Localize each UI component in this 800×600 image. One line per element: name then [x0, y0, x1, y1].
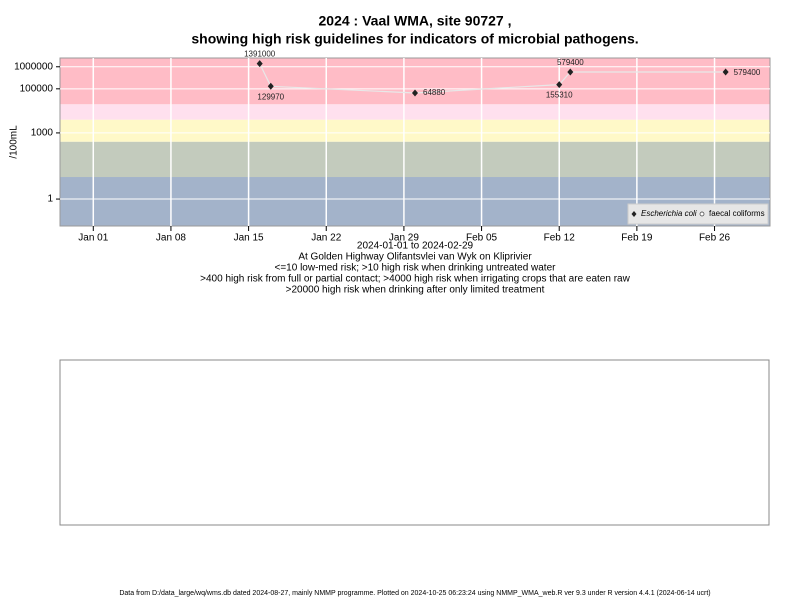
x-tick-label: Feb 12 [544, 233, 576, 244]
x-tick-label: Feb 26 [699, 233, 731, 244]
x-tick-label: Jan 29 [389, 233, 419, 244]
plot-frame [59, 57, 771, 227]
y-tick-label: 1000 [31, 128, 54, 139]
legend-marker [699, 211, 705, 217]
value-label: 155310 [546, 91, 573, 100]
legend-box [627, 203, 769, 225]
data-point [256, 60, 263, 68]
x-tick-label: Jan 15 [234, 233, 264, 244]
x-tick-label: Feb 19 [621, 233, 653, 244]
subtitle: <=10 low-med risk; >10 high risk when dr… [275, 263, 557, 274]
data-point [412, 89, 418, 97]
subtitle: At Golden Highway Olifantsvlei van Wyk o… [298, 252, 532, 263]
data-point [722, 68, 729, 76]
subtitle: >20000 high risk when drinking after onl… [286, 285, 545, 296]
value-label: 579400 [734, 68, 761, 77]
empty-panel [59, 359, 770, 526]
risk-band [60, 58, 770, 105]
risk-band [60, 141, 770, 178]
risk-band [60, 104, 770, 120]
chart-title: 2024 : Vaal WMA, site 90727 , [319, 13, 512, 29]
value-label: 129970 [257, 92, 284, 101]
value-label: 64880 [423, 88, 446, 97]
legend-marker [631, 211, 637, 217]
data-point [267, 82, 274, 90]
y-tick-label: 100000 [20, 83, 54, 94]
x-tick-label: Jan 22 [311, 233, 341, 244]
subtitle: >400 high risk from full or partial cont… [200, 274, 630, 285]
legend-label: faecal coliforms [709, 209, 765, 218]
x-tick-label: Feb 05 [466, 233, 498, 244]
subtitle: 2024-01-01 to 2024-02-29 [357, 241, 474, 252]
x-tick-label: Jan 08 [156, 233, 186, 244]
y-tick-label: 1000000 [14, 61, 53, 72]
x-tick-label: Jan 01 [78, 233, 108, 244]
y-axis-label: /100mL [9, 125, 20, 159]
value-label: 579400 [557, 58, 584, 67]
legend-label: Escherichia coli [641, 209, 697, 218]
chart-title: showing high risk guidelines for indicat… [191, 31, 638, 47]
data-point [556, 81, 563, 89]
y-tick-label: 1 [47, 194, 53, 205]
footer: Data from D:/data_large/wq/wms.db dated … [119, 590, 710, 597]
data-point [567, 68, 574, 76]
risk-band [60, 119, 770, 142]
value-label: 1391000 [244, 50, 276, 59]
series-line [259, 63, 726, 94]
